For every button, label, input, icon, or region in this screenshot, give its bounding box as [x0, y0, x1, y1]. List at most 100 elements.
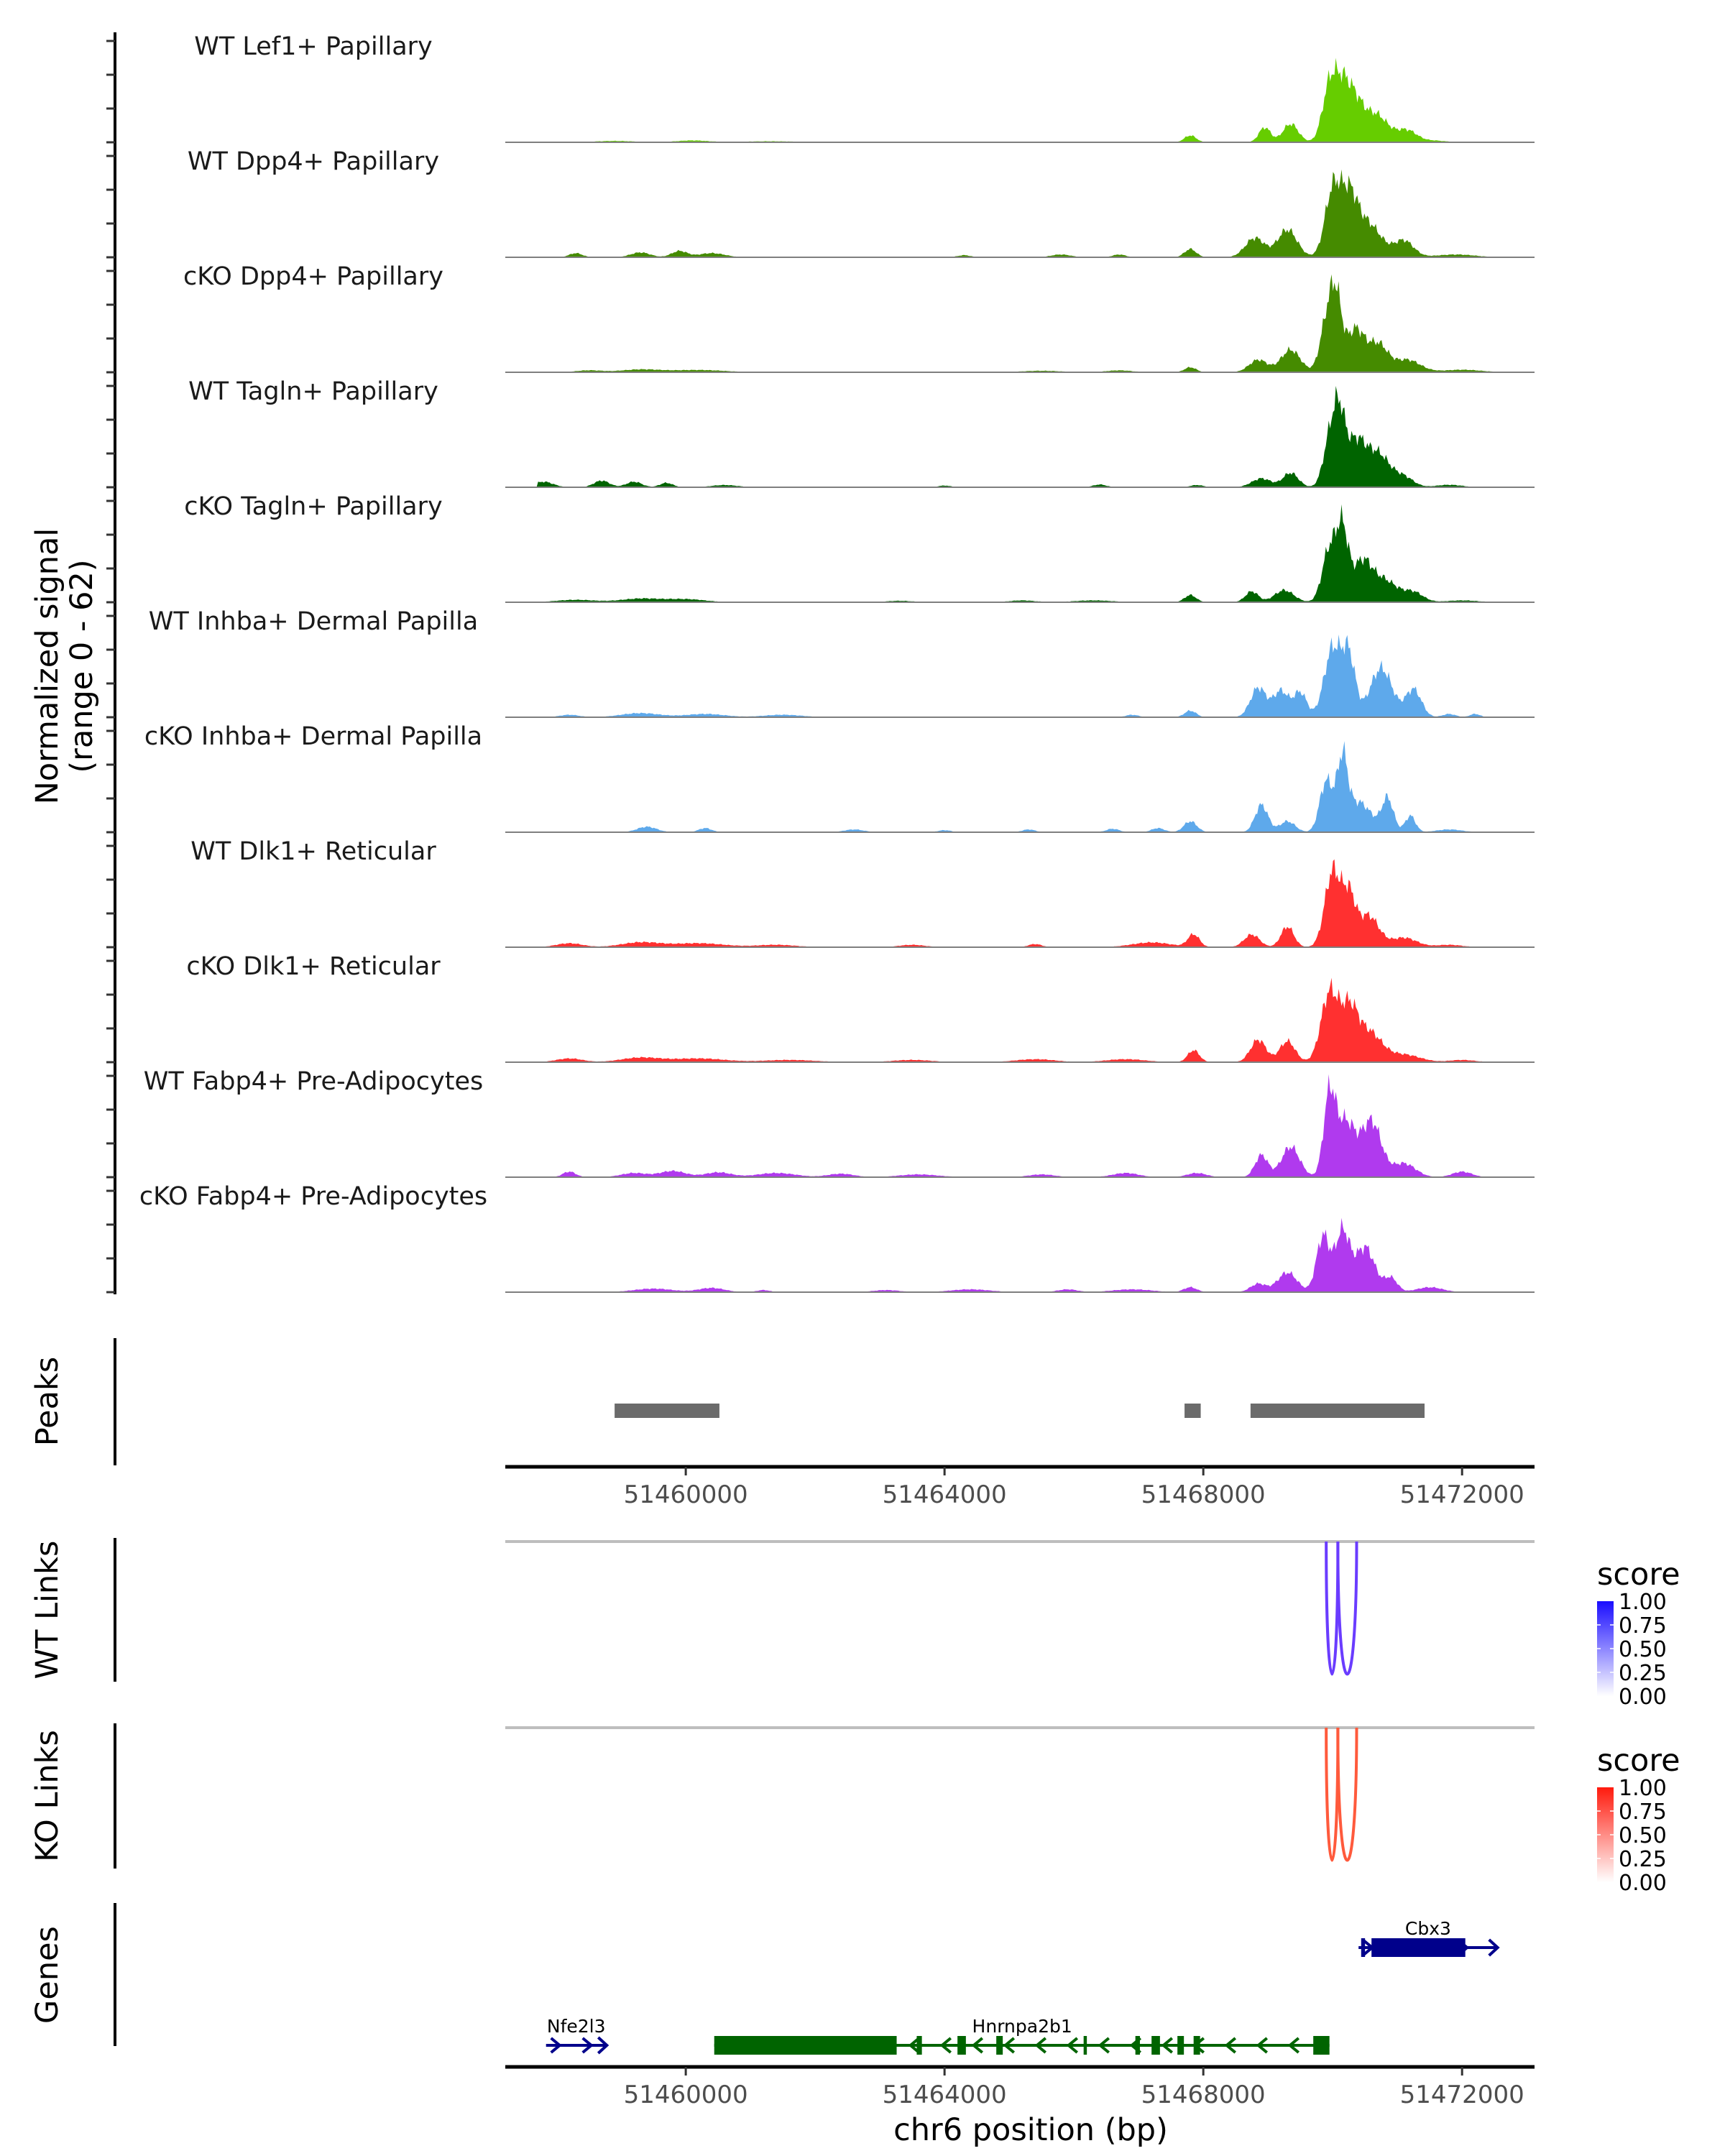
- peak-region: [615, 1404, 719, 1418]
- strand-chevron: [1287, 2037, 1300, 2054]
- coverage-track: WT Dpp4+ Papillary: [106, 147, 1535, 259]
- x-tick-label: 51472000: [1400, 2081, 1524, 2109]
- strand-chevron: [1224, 2037, 1237, 2054]
- wt-links-panel: 1.000.750.500.250.00: [114, 1538, 1667, 1710]
- gene-label: Cbx3: [1405, 1918, 1451, 1939]
- x-tick-label: 51468000: [1141, 2081, 1266, 2109]
- x-tick-label: 51468000: [1141, 1480, 1266, 1509]
- gene-exon: [916, 2036, 922, 2055]
- genes-panel: Nfe2l3 Hnrnpa2b1 Cbx3 51460000 51464000 51468…: [114, 1903, 1535, 2109]
- legend-tick-label: 1.00: [1619, 1776, 1667, 1801]
- gene-exon: [957, 2036, 966, 2055]
- coverage-track: WT Fabp4+ Pre-Adipocytes: [106, 1067, 1535, 1179]
- coverage-track: WT Lef1+ Papillary: [106, 32, 1535, 144]
- coverage-area: [505, 1074, 1535, 1177]
- coverage-area: [505, 386, 1535, 487]
- track-label: WT Dlk1+ Reticular: [190, 837, 436, 866]
- coverage-panel: WT Lef1+ Papillary WT Dpp4+ Papillary cKO …: [106, 32, 1535, 1294]
- gene-exon: [1313, 2036, 1330, 2055]
- peaks-panel: 51460000 51464000 51468000 51472000: [114, 1338, 1535, 1509]
- gene-label: Hnrnpa2b1: [972, 2016, 1072, 2037]
- peak-region: [1250, 1404, 1425, 1418]
- gene-exon: [1177, 2036, 1184, 2055]
- coverage-area: [505, 859, 1535, 947]
- track-label: WT Tagln+ Papillary: [188, 377, 438, 406]
- link-arc: [1325, 1727, 1340, 1862]
- coverage-area: [505, 504, 1535, 602]
- legend-tick-label: 0.25: [1619, 1847, 1667, 1872]
- track-label: WT Fabp4+ Pre-Adipocytes: [144, 1067, 483, 1096]
- track-label: cKO Inhba+ Dermal Papilla: [144, 722, 482, 751]
- coverage-track: WT Tagln+ Papillary: [106, 377, 1535, 489]
- coverage-track: WT Inhba+ Dermal Papilla: [106, 607, 1535, 719]
- strand-arrow-icon: [597, 2036, 610, 2055]
- coverage-area: [505, 274, 1535, 372]
- gene-exon: [1371, 1938, 1466, 1957]
- gene-exon: [1135, 2036, 1140, 2055]
- links-panels: 1.000.750.500.250.001.000.750.500.250.00: [114, 1538, 1667, 1896]
- gene-exon: [1193, 2036, 1200, 2055]
- coverage-track: cKO Tagln+ Papillary: [106, 492, 1535, 604]
- legend-tick-label: 0.75: [1619, 1800, 1667, 1825]
- strand-chevron: [581, 2037, 594, 2054]
- peaks-axis-title: Peaks: [29, 1357, 65, 1447]
- ko-links-axis-title: KO Links: [29, 1730, 65, 1862]
- coverage-area: [505, 169, 1535, 257]
- wt-links-legend-title: score: [1597, 1557, 1680, 1593]
- track-label: WT Inhba+ Dermal Papilla: [149, 607, 478, 636]
- x-tick-label: 51464000: [883, 1480, 1007, 1509]
- track-label: cKO Dlk1+ Reticular: [186, 952, 441, 981]
- track-label: WT Dpp4+ Papillary: [188, 147, 439, 176]
- genes-axis-title: Genes: [29, 1926, 65, 2024]
- ko-links-legend-title: score: [1597, 1743, 1680, 1779]
- strand-chevron: [1256, 2037, 1269, 2054]
- strand-chevron: [1098, 2037, 1110, 2054]
- gene-cbx3: Cbx3: [1358, 1918, 1500, 1957]
- x-axis-title: chr6 position (bp): [893, 2112, 1168, 2148]
- track-label: WT Lef1+ Papillary: [194, 32, 433, 61]
- strand-chevron: [1034, 2037, 1047, 2054]
- coverage-y-axis-title: Normalized signal: [29, 528, 65, 805]
- x-tick-label: 51460000: [624, 1480, 748, 1509]
- strand-chevron: [939, 2037, 952, 2054]
- coverage-track: cKO Fabp4+ Pre-Adipocytes: [106, 1182, 1535, 1294]
- gene-exon: [996, 2036, 1003, 2055]
- strand-chevron: [1066, 2037, 1079, 2054]
- coverage-area: [505, 634, 1535, 717]
- x-tick-label: 51464000: [883, 2081, 1007, 2109]
- x-tick-label: 51472000: [1400, 1480, 1524, 1509]
- gene-exon: [714, 2036, 897, 2055]
- coverage-track: cKO Dpp4+ Papillary: [106, 262, 1535, 374]
- link-arc: [1325, 1541, 1340, 1676]
- strand-arrow-icon: [1488, 1938, 1500, 1957]
- legend-tick-label: 0.00: [1619, 1871, 1667, 1896]
- coverage-y-axis-range: (range 0 - 62): [64, 559, 100, 773]
- ko-links-panel: 1.000.750.500.250.00: [114, 1723, 1667, 1896]
- gene-nfe2l3: Nfe2l3: [546, 2016, 610, 2055]
- link-arc: [1336, 1541, 1358, 1676]
- strand-chevron: [908, 2037, 921, 2054]
- coverage-track: cKO Inhba+ Dermal Papilla: [106, 722, 1535, 834]
- coverage-area: [505, 1217, 1535, 1292]
- legend-tick-label: 0.00: [1619, 1685, 1667, 1710]
- wt-links-axis-title: WT Links: [29, 1541, 65, 1680]
- strand-chevron: [1003, 2037, 1016, 2054]
- gene-exon: [1151, 2036, 1160, 2055]
- gene-label: Nfe2l3: [547, 2016, 606, 2037]
- track-label: cKO Tagln+ Papillary: [184, 492, 443, 521]
- link-arc: [1336, 1727, 1358, 1862]
- gene-hnrnpa2b1: Hnrnpa2b1: [714, 2016, 1330, 2055]
- strand-chevron: [550, 2037, 562, 2054]
- legend-tick-label: 0.50: [1619, 1823, 1667, 1848]
- legend-colorbar: [1597, 1601, 1614, 1696]
- legend-tick-label: 0.75: [1619, 1613, 1667, 1639]
- track-label: cKO Dpp4+ Papillary: [183, 262, 443, 291]
- track-label: cKO Fabp4+ Pre-Adipocytes: [139, 1182, 487, 1211]
- gene-exon: [1083, 2036, 1087, 2055]
- coverage-area: [505, 741, 1535, 832]
- strand-chevron: [1161, 2037, 1174, 2054]
- coverage-area: [505, 977, 1535, 1062]
- x-tick-label: 51460000: [624, 2081, 748, 2109]
- gene-exon: [1361, 1938, 1366, 1957]
